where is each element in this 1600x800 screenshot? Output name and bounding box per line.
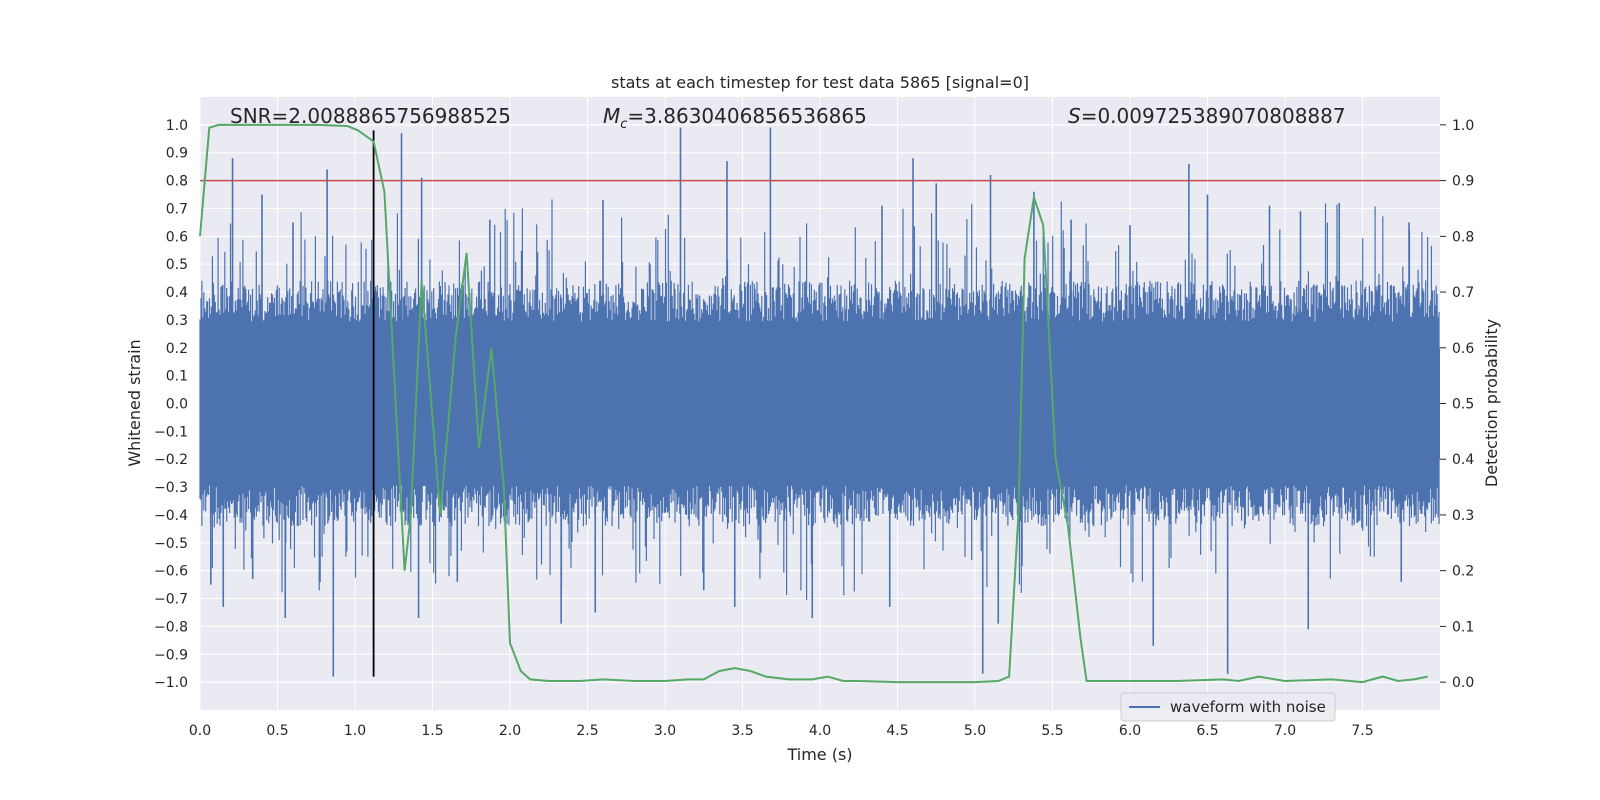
y-tick-label: 0.6 bbox=[166, 229, 188, 245]
legend: waveform with noise bbox=[1120, 692, 1336, 722]
y2-tick-label: 0.2 bbox=[1452, 564, 1474, 580]
y-axis-label: Whitened strain bbox=[125, 339, 144, 466]
s-value: =0.009725389070808887 bbox=[1081, 104, 1346, 128]
x-tick-label: 4.5 bbox=[886, 723, 908, 739]
legend-label: waveform with noise bbox=[1170, 698, 1326, 716]
y-tick-label: 0.1 bbox=[166, 369, 188, 385]
y-tick-label: −0.3 bbox=[154, 480, 188, 496]
detection-probability-series bbox=[199, 123, 1428, 684]
y-tick-label: −0.9 bbox=[154, 647, 188, 663]
y2-tick-label: 0.6 bbox=[1452, 341, 1474, 357]
y2-tick-label: 0.1 bbox=[1452, 619, 1474, 635]
y2-tick-label: 0.4 bbox=[1452, 452, 1474, 468]
x-tick-label: 0.5 bbox=[266, 723, 288, 739]
y2-tick-label: 0.8 bbox=[1452, 229, 1474, 245]
y2-tick-label: 0.3 bbox=[1452, 508, 1474, 524]
chirp-mass-subscript: c bbox=[620, 117, 627, 132]
y-tick-label: 0.8 bbox=[166, 174, 188, 190]
x-tick-label: 0.0 bbox=[189, 723, 211, 739]
x-tick-label: 2.5 bbox=[576, 723, 598, 739]
x-tick-label: 1.0 bbox=[344, 723, 366, 739]
y-tick-label: −0.1 bbox=[154, 424, 188, 440]
x-tick-label: 6.5 bbox=[1196, 723, 1218, 739]
y2-axis-label: Detection probability bbox=[1482, 319, 1501, 487]
x-tick-label: 3.5 bbox=[731, 723, 753, 739]
x-tick-label: 5.0 bbox=[964, 723, 986, 739]
y-tick-label: −0.5 bbox=[154, 536, 188, 552]
y-tick-label: −0.7 bbox=[154, 592, 188, 608]
y-tick-label: 0.5 bbox=[166, 257, 188, 273]
chirp-mass-annotation: Mc=3.8630406856536865 bbox=[603, 104, 867, 132]
waveform-series bbox=[199, 127, 1440, 677]
x-tick-label: 4.0 bbox=[809, 723, 831, 739]
chirp-mass-value: =3.8630406856536865 bbox=[627, 104, 866, 128]
y-tick-label: 0.7 bbox=[166, 201, 188, 217]
x-tick-label: 1.5 bbox=[421, 723, 443, 739]
y-tick-label: 0.2 bbox=[166, 341, 188, 357]
legend-box bbox=[1120, 692, 1336, 722]
s-symbol: S bbox=[1068, 104, 1081, 128]
snr-annotation: SNR=2.0088865756988525 bbox=[230, 104, 511, 128]
y2-tick-label: 0.7 bbox=[1452, 285, 1474, 301]
s-annotation: S=0.009725389070808887 bbox=[1068, 104, 1346, 128]
y-tick-label: 0.0 bbox=[166, 397, 188, 413]
y-tick-label: 0.3 bbox=[166, 313, 188, 329]
x-tick-label: 6.0 bbox=[1119, 723, 1141, 739]
waveform-noise bbox=[199, 199, 1440, 601]
y2-axis-ticks: 1.0 0.9 0.8 0.7 0.6 0.5 0.4 0.3 0.2 0.1 0.0 bbox=[1440, 118, 1474, 691]
y2-tick-label: 0.0 bbox=[1452, 675, 1474, 691]
x-axis-label: Time (s) bbox=[786, 745, 852, 764]
y-tick-label: −0.4 bbox=[154, 508, 188, 524]
y2-tick-label: 0.9 bbox=[1452, 174, 1474, 190]
y-tick-label: 0.4 bbox=[166, 285, 188, 301]
chirp-mass-symbol: M bbox=[603, 104, 620, 128]
x-axis-ticks: 0.0 0.5 1.0 1.5 2.0 2.5 3.0 3.5 4.0 4.5 5.0 5.5 6.0 6… bbox=[189, 723, 1374, 739]
x-tick-label: 5.5 bbox=[1041, 723, 1063, 739]
y2-tick-label: 1.0 bbox=[1452, 118, 1474, 134]
y-axis-ticks: 1.0 0.9 0.8 0.7 0.6 0.5 0.4 0.3 0.2 0.1 0.0 −0.1 −0.… bbox=[154, 118, 188, 691]
x-tick-label: 7.5 bbox=[1351, 723, 1373, 739]
chart-title: stats at each timestep for test data 586… bbox=[611, 73, 1029, 92]
y-tick-label: −0.6 bbox=[154, 564, 188, 580]
y-tick-label: −0.2 bbox=[154, 452, 188, 468]
y-tick-label: −0.8 bbox=[154, 619, 188, 635]
x-tick-label: 3.0 bbox=[654, 723, 676, 739]
y-tick-label: 0.9 bbox=[166, 146, 188, 162]
y-tick-label: −1.0 bbox=[154, 675, 188, 691]
x-tick-label: 2.0 bbox=[499, 723, 521, 739]
y-tick-label: 1.0 bbox=[166, 118, 188, 134]
y2-tick-label: 0.5 bbox=[1452, 397, 1474, 413]
x-tick-label: 7.0 bbox=[1274, 723, 1296, 739]
